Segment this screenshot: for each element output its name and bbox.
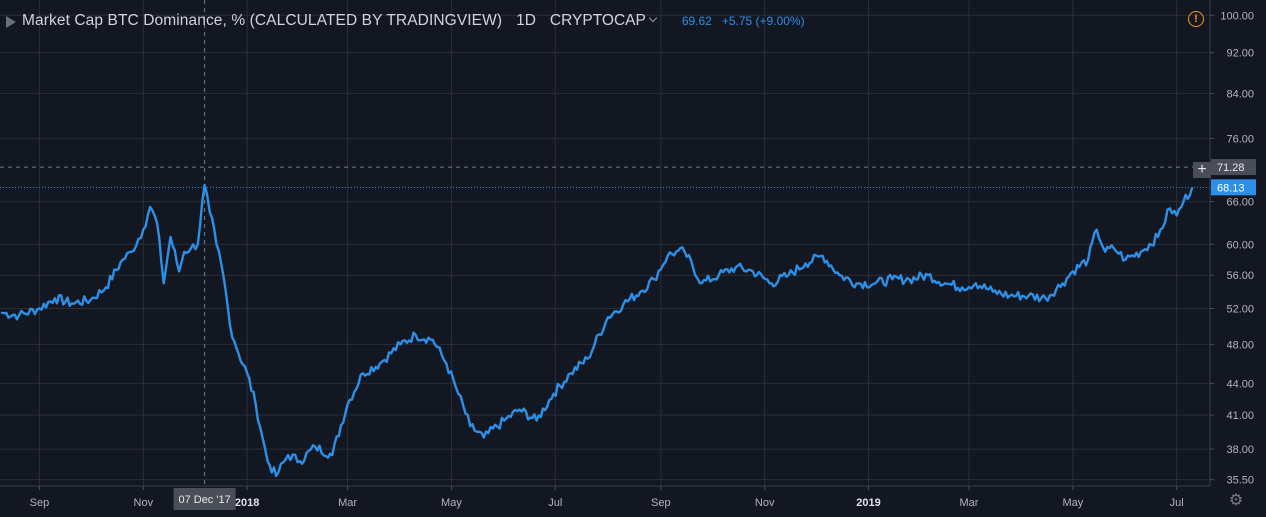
last-price-tag: 68.13 <box>1211 179 1256 196</box>
svg-text:68.13: 68.13 <box>1217 182 1245 194</box>
legend-interval[interactable]: 1D <box>516 12 536 29</box>
price-tick-label: 52.00 <box>1226 303 1254 315</box>
chevron-down-icon[interactable] <box>648 13 658 23</box>
price-gridlines <box>0 14 1210 481</box>
crosshair-price-tag: 71.28 <box>1211 159 1256 176</box>
time-tick-label: Sep <box>30 497 50 509</box>
time-tick-label: 2019 <box>856 497 880 509</box>
price-tick-label: 100.00 <box>1220 10 1254 22</box>
time-tick-label: May <box>1062 497 1083 509</box>
price-tick-label: 44.00 <box>1226 378 1254 390</box>
crosshair-date-tag: 07 Dec '17 <box>173 488 236 510</box>
legend-change: +5.75 (+9.00%) <box>721 14 805 28</box>
plus-icon[interactable]: + <box>1193 162 1211 178</box>
svg-text:71.28: 71.28 <box>1217 162 1245 174</box>
gear-icon[interactable]: ⚙ <box>1228 492 1244 509</box>
exclamation-circle-icon[interactable]: ! <box>1188 11 1204 27</box>
time-axis[interactable]: Sep Nov 2018 Mar May Jul Sep Nov 2019 Mar May Jul <box>30 486 1184 509</box>
legend-last-value: 69.62 <box>681 14 712 28</box>
legend-title: Market Cap BTC Dominance, % (CALCULATED … <box>22 12 503 29</box>
svg-text:07 Dec '17: 07 Dec '17 <box>178 494 230 506</box>
price-axis[interactable]: 100.00 92.00 84.00 76.00 66.00 60.00 56.00 52.0… <box>1210 10 1254 487</box>
btc-dominance-series-line <box>0 183 1194 478</box>
price-tick-label: 76.00 <box>1226 133 1254 145</box>
price-tick-label: 66.00 <box>1226 197 1254 209</box>
price-tick-label: 60.00 <box>1226 239 1254 251</box>
price-tick-label: 35.50 <box>1226 475 1254 487</box>
legend-symbol[interactable]: CRYPTOCAP <box>549 12 646 29</box>
time-tick-label: Mar <box>960 497 979 509</box>
time-gridlines <box>38 0 1178 486</box>
price-tick-label: 41.00 <box>1226 410 1254 422</box>
price-tick-label: 84.00 <box>1226 88 1254 100</box>
price-tick-label: 48.00 <box>1226 339 1254 351</box>
time-tick-label: Mar <box>338 497 357 509</box>
flag-icon[interactable] <box>6 15 16 28</box>
time-tick-label: 2018 <box>235 497 259 509</box>
time-tick-label: May <box>441 497 462 509</box>
time-tick-label: Nov <box>134 497 154 509</box>
time-tick-label: Nov <box>755 497 775 509</box>
time-tick-label: Jul <box>548 497 562 509</box>
time-tick-label: Sep <box>651 497 671 509</box>
price-tick-label: 38.00 <box>1226 444 1254 456</box>
price-tick-label: 56.00 <box>1226 270 1254 282</box>
time-tick-label: Jul <box>1170 497 1184 509</box>
chart-legend: Market Cap BTC Dominance, % (CALCULATED … <box>6 10 805 32</box>
price-tick-label: 92.00 <box>1226 48 1254 60</box>
